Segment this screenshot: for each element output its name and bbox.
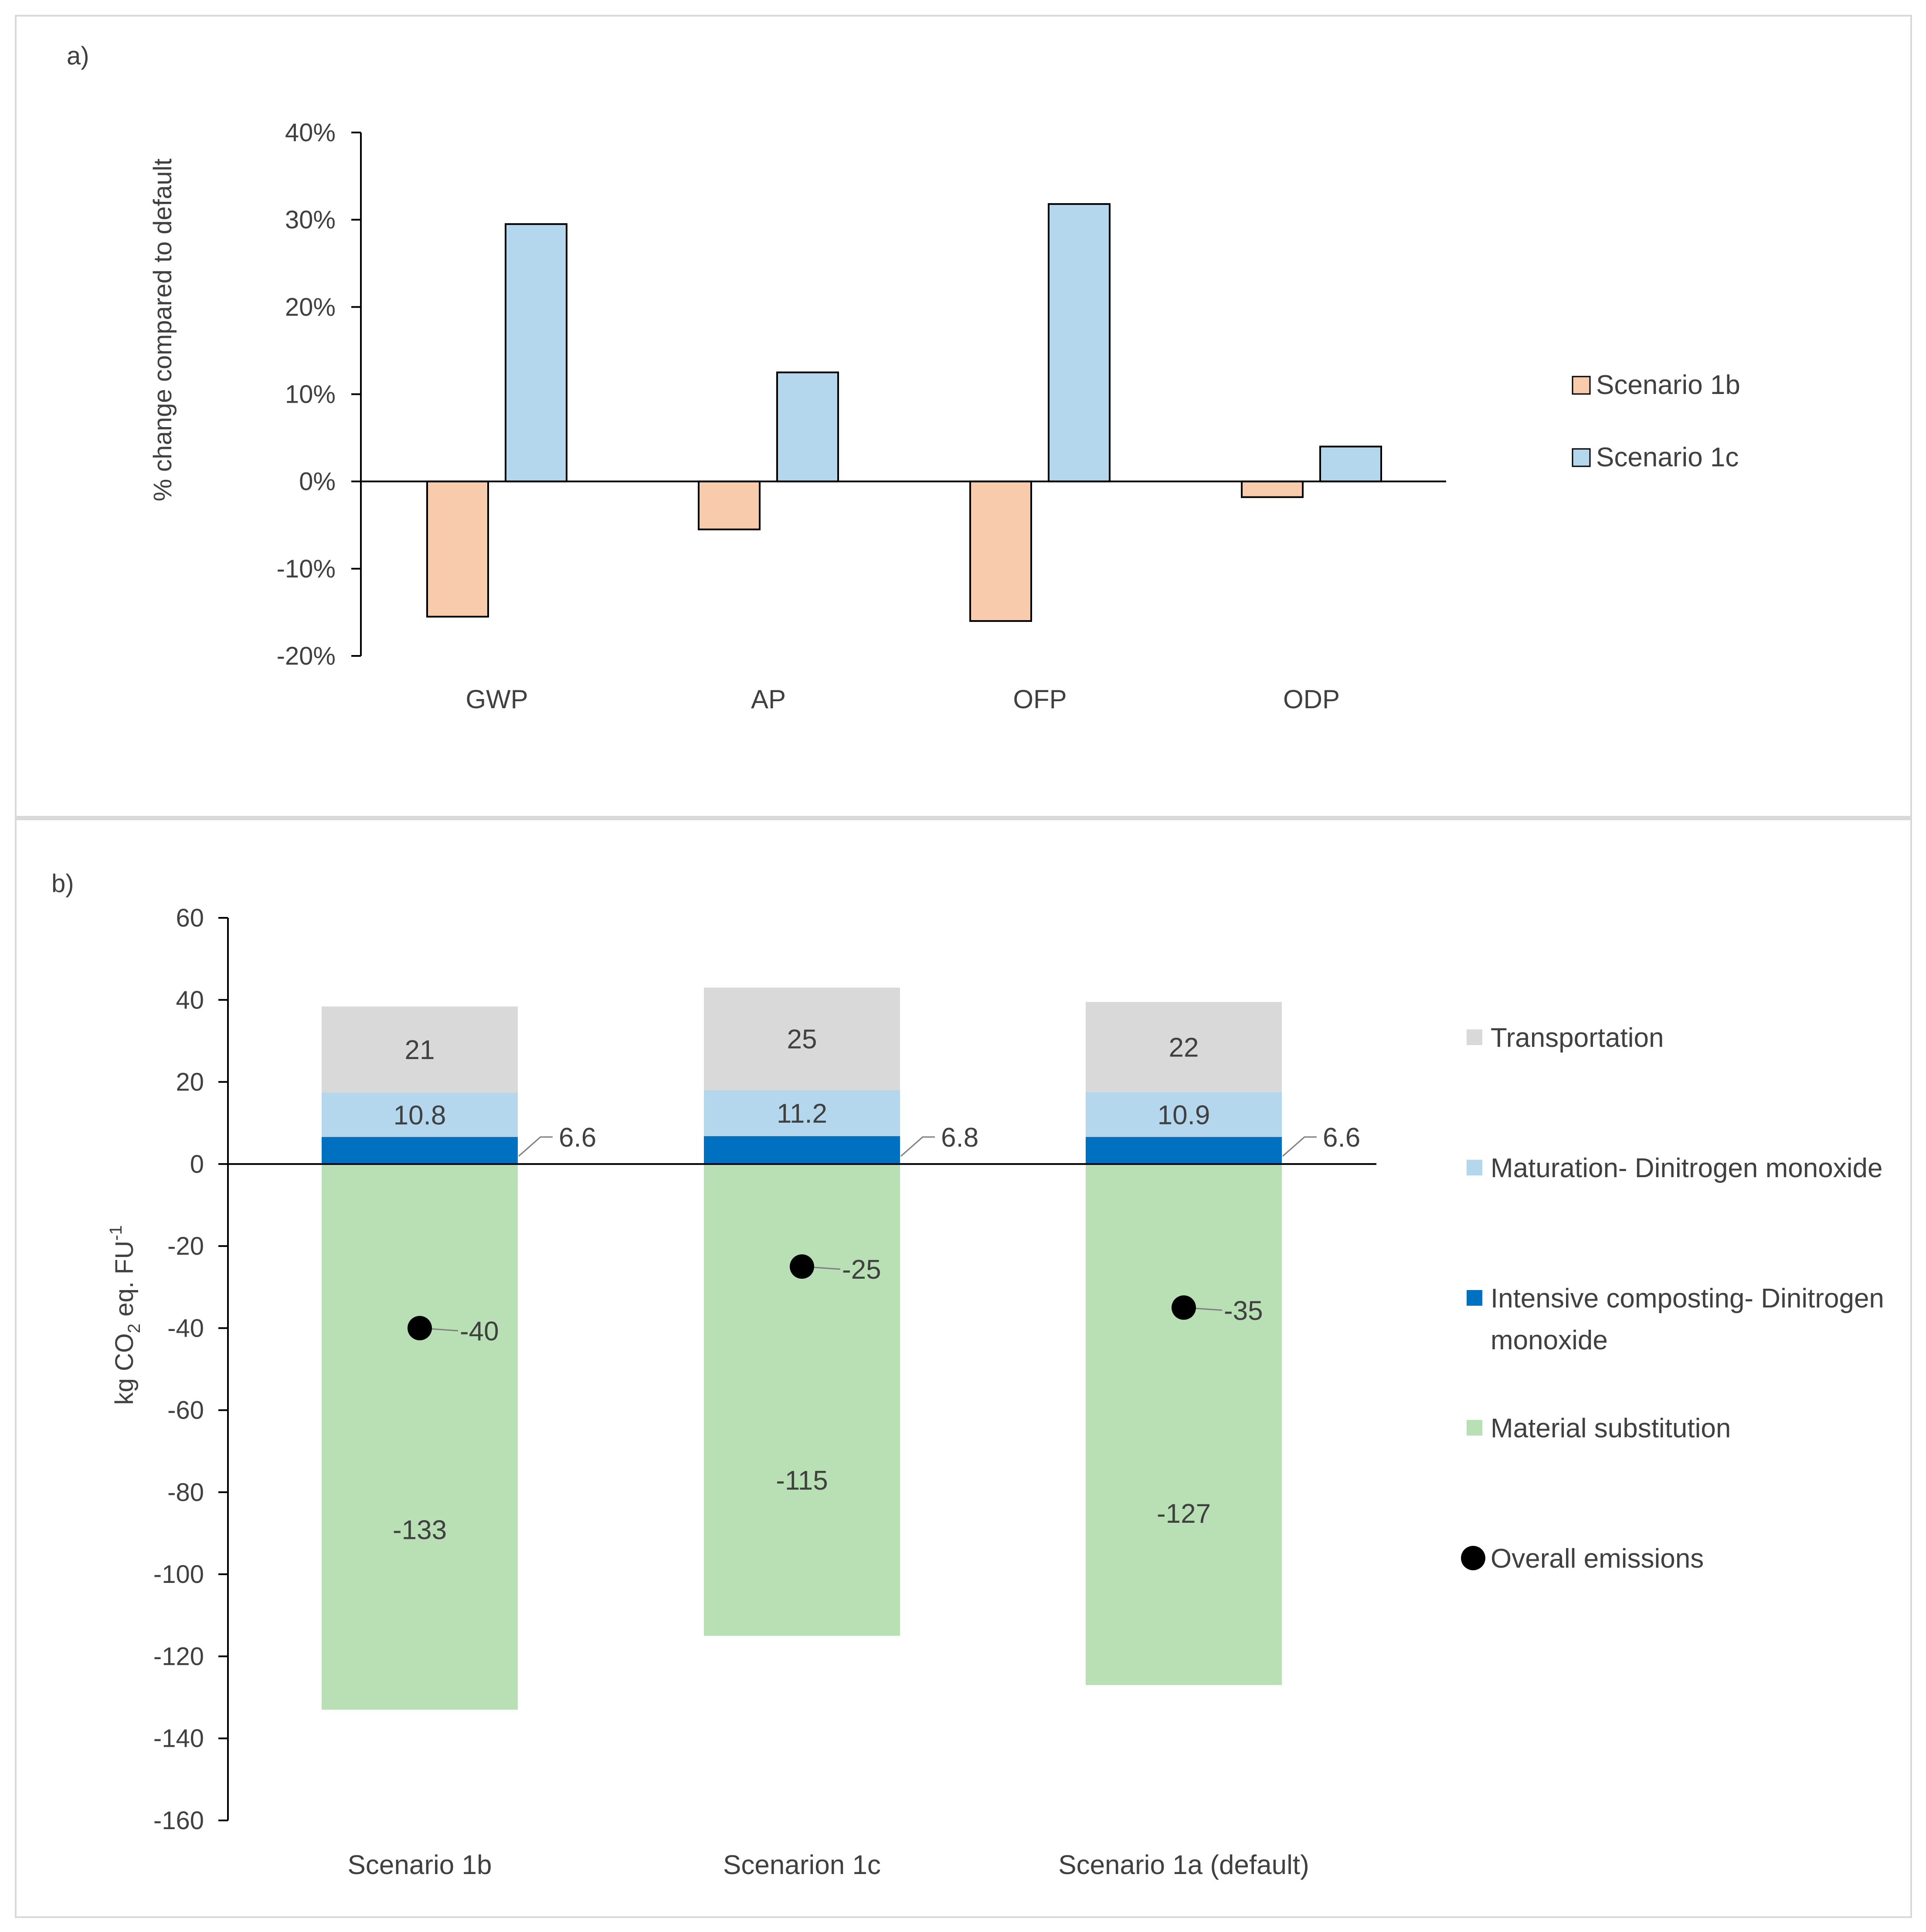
data-label-material-substitution: -133 [393, 1515, 447, 1545]
panel-b-y-tick-label: -120 [153, 1642, 204, 1671]
data-label-overall-emissions: -25 [842, 1255, 881, 1285]
panel-a-bar-scenario-1c [505, 223, 567, 482]
data-label-overall-emissions: -40 [460, 1316, 499, 1346]
panel-a-frame [15, 15, 1912, 818]
data-label-intensive-composting: 6.8 [941, 1123, 978, 1153]
panel-a-y-tick-label: 0% [299, 468, 336, 496]
panel-b-y-tick-label: -100 [153, 1560, 204, 1589]
panel-a-label: a) [67, 42, 89, 70]
legend-swatch-scenario-1c [1572, 448, 1591, 467]
panel-a-y-tick-label: 20% [285, 293, 336, 321]
panel-a-bar-scenario-1c [1319, 445, 1382, 482]
panel-b-x-tick-label: Scenario 1b [348, 1850, 492, 1880]
bar-intensive-composting [322, 1137, 518, 1164]
bar-intensive-composting [1086, 1137, 1282, 1164]
bar-transportation [1086, 1002, 1282, 1093]
ylabel-subscript: 2 [125, 1324, 144, 1333]
panel-b-y-tick-label: 40 [176, 986, 204, 1014]
panel-a-y-tick-label: -10% [277, 555, 336, 583]
overall-emissions-marker [1172, 1295, 1196, 1320]
panel-b-y-tick-label: -60 [167, 1396, 204, 1425]
legend-swatch-scenario-1b [1572, 376, 1591, 395]
bar-transportation [704, 988, 900, 1090]
bar-material-substitution [1086, 1164, 1282, 1685]
legend-label-material-substitution: Material substitution [1491, 1413, 1731, 1443]
panel-a-bar-scenario-1b [698, 480, 761, 530]
panel-a-x-tick-label: ODP [1283, 685, 1340, 714]
panel-b-y-tick-label: 0 [190, 1150, 204, 1178]
legend-swatch-maturation [1467, 1160, 1482, 1175]
data-label-material-substitution: -115 [776, 1466, 828, 1496]
data-label-overall-emissions: -35 [1224, 1296, 1263, 1326]
overall-emissions-marker [790, 1254, 814, 1279]
panel-b-y-tick-label: -80 [167, 1478, 204, 1507]
panel-a-y-tick-label: -20% [277, 642, 336, 670]
bar-transportation [322, 1006, 518, 1093]
legend-label-overall-emissions: Overall emissions [1491, 1544, 1704, 1574]
overall-emissions-marker [408, 1316, 432, 1341]
bar-material-substitution [704, 1164, 900, 1636]
panel-b-y-tick-label: 20 [176, 1068, 204, 1097]
data-label-intensive-composting: 6.6 [1323, 1123, 1360, 1153]
data-label-intensive-composting: 6.6 [559, 1123, 596, 1153]
ylabel-superscript: -1 [106, 1225, 126, 1241]
panel-b-plot: -160 -140 -120 -100 -80 -60 -40 -20 0 20 40 60 21 10.… [153, 904, 1884, 1880]
bar-maturation [322, 1093, 518, 1137]
data-label-transportation: 25 [787, 1025, 817, 1055]
panel-a-y-tick-label: 30% [285, 206, 336, 234]
data-label-maturation: 11.2 [777, 1099, 827, 1129]
leader-line-intensive [518, 1136, 553, 1157]
bar-intensive-composting [704, 1136, 900, 1164]
bar-material-substitution [322, 1164, 518, 1710]
panel-b-y-tick-label: -20 [167, 1232, 204, 1260]
panel-a-bar-scenario-1c [776, 371, 839, 482]
panel-b-label: b) [51, 869, 74, 898]
panel-b-y-tick-label: -140 [153, 1725, 204, 1753]
panel-a-y-tick-label: 40% [285, 119, 336, 147]
panel-a-bar-scenario-1b [969, 480, 1032, 622]
ylabel-main: kg CO [110, 1333, 139, 1405]
legend-marker-overall-emissions [1461, 1546, 1485, 1570]
panel-a-y-tick-label: 10% [285, 380, 336, 409]
panel-b-y-tick-label: -40 [167, 1314, 204, 1342]
legend-swatch-intensive-composting [1467, 1290, 1482, 1306]
data-label-maturation: 10.9 [1158, 1100, 1210, 1130]
legend-label-scenario-1c: Scenario 1c [1596, 442, 1739, 472]
data-label-material-substitution: -127 [1157, 1499, 1211, 1529]
panel-a-bar-scenario-1b [1241, 480, 1304, 498]
legend-label-scenario-1b: Scenario 1b [1596, 370, 1740, 400]
ylabel-mid: eq. FU [110, 1241, 139, 1324]
panel-b-y-tick-label: 60 [176, 904, 204, 932]
panel-a-plot: -20% -10% 0% 10% 20% 30% 40% GWP AP OFP ODP Scenari… [277, 119, 1740, 714]
legend-label-intensive-composting-line2: monoxide [1491, 1325, 1608, 1355]
panel-a-x-tick-label: OFP [1013, 685, 1067, 714]
panel-b-x-tick-label: Scenarion 1c [723, 1850, 881, 1880]
data-label-maturation: 10.8 [394, 1100, 446, 1131]
panel-b-x-tick-label: Scenario 1a (default) [1058, 1850, 1309, 1880]
panel-b-y-tick-label: -160 [153, 1806, 204, 1835]
panel-a-x-tick-label: GWP [465, 685, 528, 714]
legend-label-transportation: Transportation [1491, 1023, 1664, 1053]
bar-maturation [1086, 1092, 1282, 1137]
legend-label-maturation: Maturation- Dinitrogen monoxide [1491, 1153, 1882, 1183]
panel-a-bar-scenario-1b [426, 480, 489, 618]
bar-maturation [704, 1090, 900, 1136]
leader-line-intensive [1282, 1136, 1317, 1157]
panel-a-bar-scenario-1c [1048, 203, 1111, 482]
legend-swatch-material-substitution [1467, 1420, 1482, 1436]
data-label-transportation: 22 [1169, 1033, 1199, 1063]
data-label-transportation: 21 [405, 1035, 435, 1065]
legend-label-intensive-composting: Intensive composting- Dinitrogen [1491, 1283, 1884, 1314]
panel-b-y-axis-label: kg CO2 eq. FU-1 [106, 1225, 144, 1405]
panel-a-y-axis-label: % change compared to default [149, 159, 177, 502]
legend-swatch-transportation [1467, 1029, 1482, 1045]
panel-a-x-tick-label: AP [751, 685, 786, 714]
leader-line-intensive [900, 1136, 935, 1157]
